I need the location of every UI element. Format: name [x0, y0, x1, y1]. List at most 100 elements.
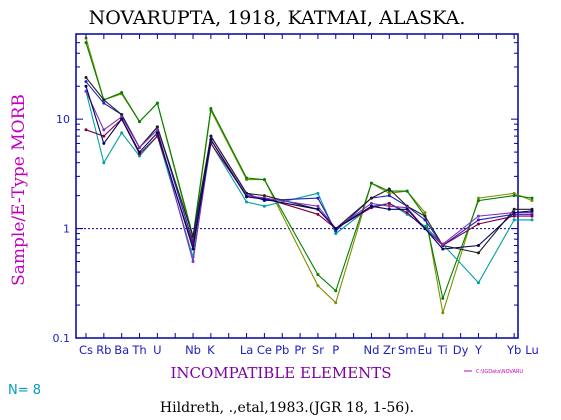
data-point — [387, 201, 391, 205]
data-point — [476, 222, 480, 226]
series-layer — [84, 36, 534, 315]
data-point — [441, 311, 445, 315]
data-point — [102, 128, 106, 132]
data-point — [120, 113, 124, 117]
x-tick-label: Sr — [312, 343, 324, 357]
x-tick-label: La — [240, 343, 253, 357]
data-point — [102, 161, 106, 165]
data-point — [120, 117, 124, 121]
data-point — [262, 178, 266, 182]
data-point — [530, 218, 534, 222]
data-point — [155, 101, 159, 105]
data-point — [155, 128, 159, 132]
x-tick-label: Lu — [525, 343, 539, 357]
x-tick-label: K — [207, 343, 215, 357]
data-point — [530, 209, 534, 213]
data-point — [476, 196, 480, 200]
data-point — [476, 214, 480, 218]
data-point — [423, 218, 427, 222]
data-point — [316, 212, 320, 216]
data-point — [369, 196, 373, 200]
data-point — [441, 296, 445, 300]
data-point — [191, 260, 195, 264]
data-point — [334, 301, 338, 305]
x-tick-label: Cs — [79, 343, 93, 357]
data-point — [334, 232, 338, 236]
data-point — [209, 138, 213, 142]
data-point — [84, 89, 88, 93]
data-point — [191, 247, 195, 251]
data-point — [476, 218, 480, 222]
data-point — [120, 91, 124, 95]
data-point — [316, 207, 320, 211]
y-axis-ticks: 0.1 1 10 — [53, 42, 518, 345]
data-point — [334, 289, 338, 293]
data-point — [191, 234, 195, 238]
series-line — [85, 37, 533, 313]
x-tick-label: Sm — [398, 343, 417, 357]
data-point — [423, 227, 427, 231]
data-point — [316, 196, 320, 200]
data-point — [262, 194, 266, 198]
data-point — [423, 214, 427, 218]
data-point — [262, 204, 266, 208]
data-point — [512, 218, 516, 222]
data-point — [387, 194, 391, 198]
data-point — [476, 281, 480, 285]
plot-frame — [75, 33, 519, 339]
y-axis-label: Sample/E-Type MORB — [9, 94, 29, 286]
data-point — [138, 120, 142, 124]
data-point — [209, 134, 213, 138]
y-tick-label: 10 — [56, 113, 70, 126]
x-axis-label: INCOMPATIBLE ELEMENTS — [170, 364, 391, 382]
data-point — [120, 115, 124, 119]
series-4 — [84, 80, 534, 248]
x-tick-label: Nd — [363, 343, 379, 357]
data-point — [387, 204, 391, 208]
data-point — [441, 247, 445, 251]
data-point — [387, 207, 391, 211]
series-3 — [84, 89, 534, 285]
x-tick-label: Dy — [453, 343, 469, 357]
data-point — [102, 141, 106, 145]
x-tick-label: Nb — [185, 343, 201, 357]
legend-note: C:\IGData\NOVARU — [464, 369, 523, 375]
y-tick-label: 1 — [63, 223, 70, 236]
series-line — [85, 91, 532, 284]
data-point — [405, 207, 409, 211]
series-line — [85, 86, 533, 250]
data-point — [84, 76, 88, 80]
series-6 — [84, 117, 534, 248]
series-8 — [84, 84, 534, 251]
series-1 — [84, 36, 534, 315]
x-tick-label: Ce — [257, 343, 272, 357]
data-point — [209, 107, 213, 111]
series-line — [85, 81, 532, 247]
data-point — [138, 150, 142, 154]
data-point — [316, 204, 320, 208]
x-tick-label: Th — [131, 343, 146, 357]
data-point — [84, 41, 88, 45]
series-5 — [84, 76, 534, 255]
x-tick-label: Zr — [383, 343, 396, 357]
data-point — [316, 273, 320, 277]
x-tick-label: Yb — [506, 343, 521, 357]
data-point — [120, 131, 124, 135]
data-point — [387, 191, 391, 195]
data-point — [476, 251, 480, 255]
data-point — [102, 98, 106, 102]
data-point — [476, 199, 480, 203]
data-point — [316, 284, 320, 288]
data-point — [441, 242, 445, 246]
series-2 — [84, 41, 534, 301]
citation: Hildreth, .,etal,1983.(JGR 18, 1-56). — [160, 400, 414, 416]
data-point — [512, 214, 516, 218]
data-point — [512, 207, 516, 211]
x-axis-ticks: Cs Rb Ba Th U Nb K La Ce Pb Pr Sr P Nd Zr Sm Eu Ti Dy Y Yb Lu — [79, 34, 539, 357]
data-point — [245, 200, 249, 204]
data-point — [387, 187, 391, 191]
data-point — [334, 229, 338, 233]
data-point — [138, 146, 142, 150]
chart-title: NOVARUPTA, 1918, KATMAI, ALASKA. — [89, 7, 466, 29]
data-point — [245, 176, 249, 180]
